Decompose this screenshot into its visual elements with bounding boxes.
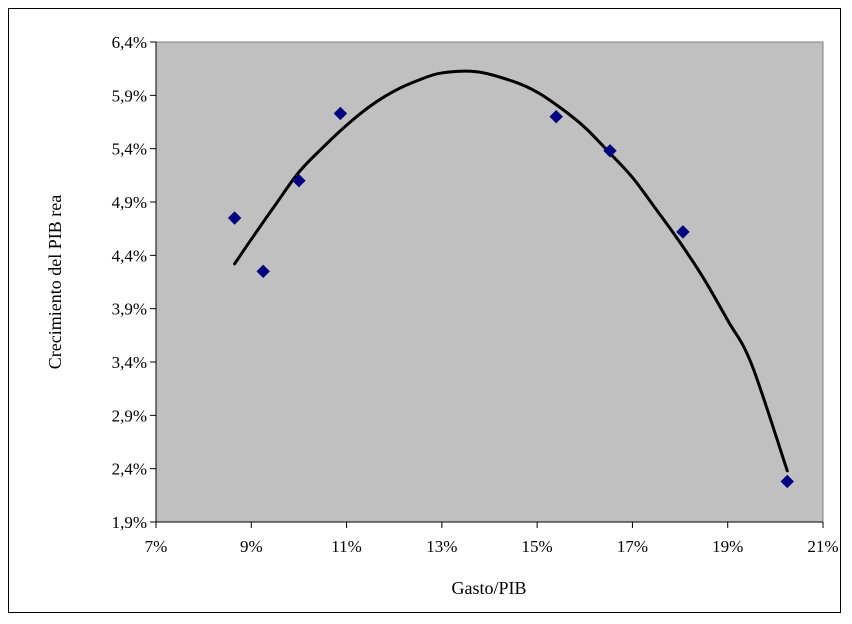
y-tick-label: 5,4%: [112, 140, 147, 159]
x-tick-label: 11%: [331, 537, 362, 556]
x-tick-label: 7%: [145, 537, 168, 556]
data-point: [676, 225, 690, 239]
data-point: [549, 109, 563, 124]
y-tick-label: 6,4%: [112, 33, 147, 52]
trend-curve-layer: [233, 69, 789, 473]
data-point: [227, 211, 242, 225]
x-tick-label: 21%: [807, 537, 838, 556]
scatter-chart: 1,9% 2,4% 2,9% 3,4% 3,9% 4,4% 4,9% 5,4% 5,9% 6,4%…: [45, 33, 839, 598]
data-point: [256, 264, 270, 279]
data-points-layer: [227, 106, 794, 489]
y-tick-label: 4,4%: [112, 246, 147, 265]
y-tick-label: 4,9%: [112, 193, 147, 212]
y-tick-label: 3,9%: [112, 300, 147, 319]
data-point: [292, 173, 306, 188]
data-point: [333, 106, 348, 121]
y-tick-label: 5,9%: [112, 86, 147, 105]
chart-frame: 1,9% 2,4% 2,9% 3,4% 3,9% 4,4% 4,9% 5,4% 5,9% 6,4%…: [8, 8, 841, 613]
x-axis-title: Gasto/PIB: [451, 578, 526, 598]
y-tick-label: 1,9%: [112, 513, 147, 532]
data-point: [780, 474, 794, 489]
y-tick-label: 3,4%: [112, 353, 147, 372]
x-axis: 7% 9% 11% 13% 15% 17% 19% 21%: [145, 521, 839, 556]
y-axis: 1,9% 2,4% 2,9% 3,4% 3,9% 4,4% 4,9% 5,4% 5,9% 6,4%: [112, 33, 157, 532]
x-tick-label: 13%: [426, 537, 457, 556]
x-tick-label: 9%: [240, 537, 263, 556]
plot-area: [155, 41, 824, 523]
y-tick-label: 2,9%: [112, 406, 147, 425]
x-tick-label: 17%: [617, 537, 648, 556]
data-point: [603, 144, 617, 158]
trend-curve: [233, 69, 789, 473]
x-tick-label: 15%: [522, 537, 553, 556]
x-tick-label: 19%: [712, 537, 743, 556]
y-axis-title: Crecimiento del PIB rea: [45, 195, 65, 369]
y-tick-label: 2,4%: [112, 460, 147, 479]
